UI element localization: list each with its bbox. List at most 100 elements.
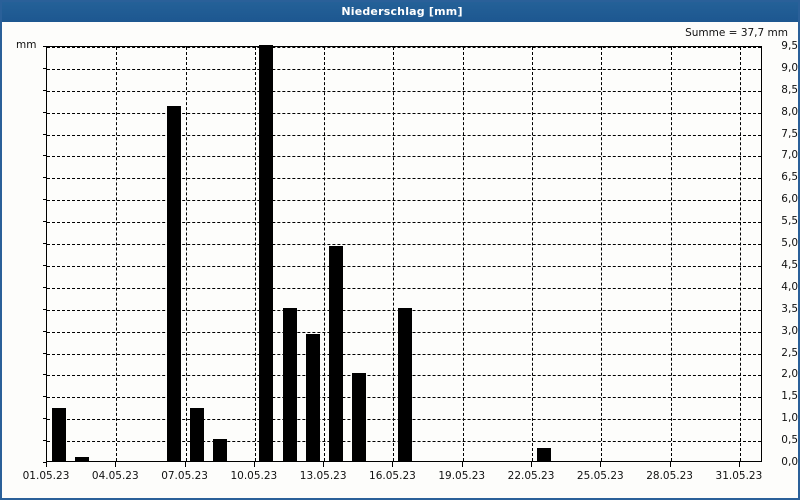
gridline-horizontal <box>47 112 761 114</box>
y-tick-mark <box>43 264 47 266</box>
gridline-horizontal <box>47 265 761 267</box>
y-tick-mark <box>43 46 47 47</box>
gridline-horizontal <box>47 47 761 48</box>
x-tick-label: 04.05.23 <box>91 470 139 482</box>
x-tick-label: 07.05.23 <box>161 470 208 482</box>
x-tick-mark <box>323 462 325 467</box>
gridline-vertical <box>116 47 118 461</box>
y-tick-mark <box>43 133 47 135</box>
x-tick-label: 28.05.23 <box>646 470 693 482</box>
gridline-vertical <box>601 47 603 461</box>
gridline-horizontal <box>47 287 761 289</box>
gridline-vertical <box>670 47 672 461</box>
window-title-bar: Niederschlag [mm] <box>2 2 798 22</box>
x-tick-label: 10.05.23 <box>230 470 278 482</box>
x-tick-mark <box>253 462 255 467</box>
y-tick-label: 2,0 <box>781 368 798 381</box>
bar <box>51 408 66 461</box>
y-tick-mark <box>43 396 47 398</box>
gridline-vertical <box>254 47 256 461</box>
gridline-vertical <box>462 47 464 461</box>
bar-series <box>47 45 761 461</box>
y-tick-label: 3,0 <box>781 324 798 337</box>
y-tick-label: 5,0 <box>781 237 798 250</box>
y-tick-mark <box>43 243 47 245</box>
y-tick-mark <box>43 67 47 69</box>
x-tick-label: 22.05.23 <box>507 470 555 482</box>
x-tick-label: 19.05.23 <box>438 470 486 482</box>
y-tick-mark <box>43 374 47 376</box>
bar <box>351 373 366 461</box>
bar <box>305 334 320 461</box>
chart-canvas: Summe = 37,7 mm mm 0,0 0,5 1,0 1,5 2,0 2,5 3,0… <box>2 22 798 498</box>
y-axis-unit-label: mm <box>16 39 37 51</box>
gridline-horizontal <box>47 178 761 180</box>
x-axis: 01.05.23 04.05.23 07.05.23 10.05.23 13.05.23… <box>2 22 798 498</box>
y-tick-mark <box>43 177 47 179</box>
y-tick-mark <box>43 462 47 463</box>
gridline-horizontal <box>47 200 761 202</box>
gridline-horizontal <box>47 156 761 158</box>
y-tick-label: 9,0 <box>781 61 798 74</box>
y-tick-mark <box>43 286 47 288</box>
x-tick-mark <box>184 462 186 467</box>
gridline-horizontal <box>47 134 761 136</box>
bar <box>213 439 228 461</box>
y-tick-label: 6,5 <box>781 171 798 184</box>
gridline-vertical <box>185 47 187 461</box>
y-tick-label: 6,0 <box>781 193 798 206</box>
y-tick-label: 3,5 <box>781 302 798 315</box>
y-tick-label: 4,5 <box>781 258 798 271</box>
y-tick-mark <box>43 352 47 354</box>
sum-annotation: Summe = 37,7 mm <box>685 27 788 39</box>
y-tick-mark <box>43 221 47 223</box>
x-tick-label: 13.05.23 <box>299 470 347 482</box>
gridline-horizontal <box>47 222 761 224</box>
gridline-horizontal <box>47 90 761 92</box>
x-tick-mark <box>392 462 394 467</box>
x-tick-mark <box>738 462 740 467</box>
x-tick-mark <box>461 462 463 467</box>
y-tick-label: 8,5 <box>781 83 798 96</box>
x-tick-label: 16.05.23 <box>369 470 416 482</box>
y-tick-label: 0,5 <box>781 434 798 447</box>
bar <box>536 447 551 461</box>
x-tick-mark <box>531 462 533 467</box>
tick-marks <box>2 22 798 498</box>
x-tick-mark <box>115 462 117 467</box>
x-tick-mark <box>46 462 47 467</box>
gridline-vertical <box>739 47 741 461</box>
gridline-horizontal <box>47 68 761 70</box>
y-tick-label: 4,0 <box>781 280 798 293</box>
plot-area <box>46 45 762 462</box>
x-tick-label: 31.05.23 <box>715 470 763 482</box>
y-tick-label: 7,5 <box>781 127 798 140</box>
x-tick-mark <box>669 462 671 467</box>
page-title: Niederschlag [mm] <box>341 5 463 18</box>
bar <box>259 45 274 461</box>
bar <box>74 456 89 461</box>
y-tick-mark <box>43 308 47 310</box>
y-tick-label: 1,5 <box>781 390 798 403</box>
x-tick-label: 25.05.23 <box>576 470 624 482</box>
y-tick-mark <box>43 155 47 157</box>
bar <box>328 246 343 461</box>
y-tick-mark <box>43 89 47 91</box>
bar <box>190 408 205 461</box>
y-tick-label: 0,0 <box>781 456 798 468</box>
bar <box>282 307 297 461</box>
y-tick-label: 9,5 <box>781 40 798 52</box>
y-tick-label: 5,5 <box>781 215 798 228</box>
gridline-vertical <box>393 47 395 461</box>
y-tick-mark <box>43 111 47 113</box>
gridline-vertical <box>324 47 326 461</box>
y-tick-mark <box>43 418 47 420</box>
x-tick-mark <box>600 462 602 467</box>
bar <box>398 307 412 461</box>
y-tick-mark <box>43 199 47 201</box>
y-tick-label: 7,0 <box>781 149 798 162</box>
y-tick-mark <box>43 440 47 442</box>
y-axis: 0,0 0,5 1,0 1,5 2,0 2,5 3,0 3,5 4,0 4,5 5,0 5,5 6,0 6… <box>2 22 798 498</box>
x-tick-label: 01.05.23 <box>22 470 70 482</box>
